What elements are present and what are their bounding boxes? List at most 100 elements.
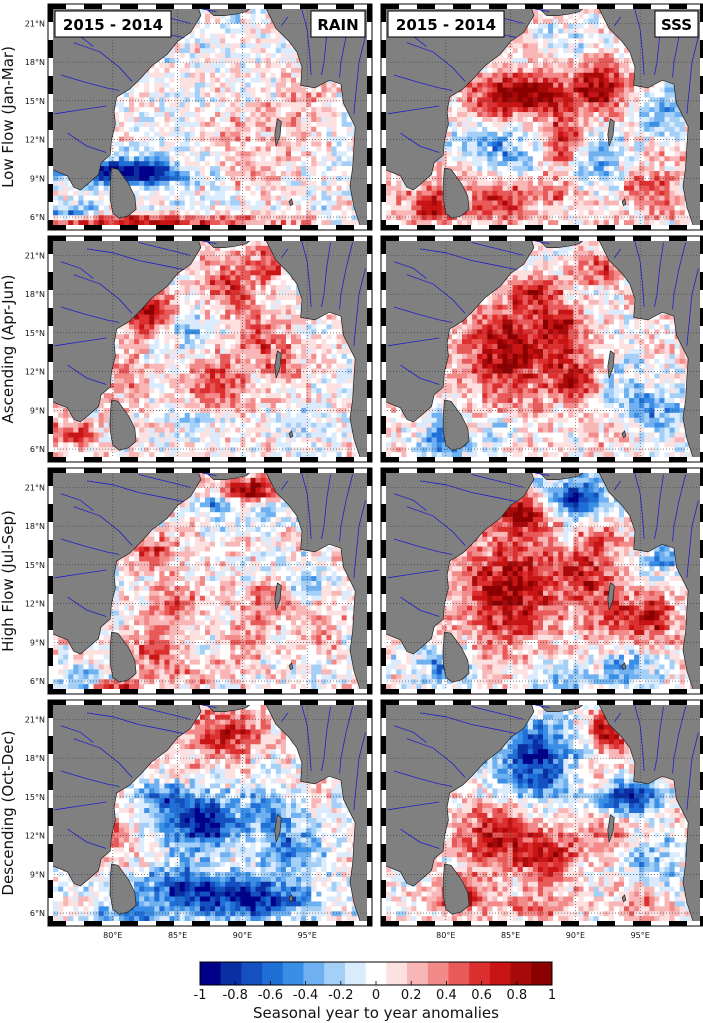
sri-lanka-landmass [109,863,137,915]
river-line [686,268,699,346]
myanmar-landmass [200,236,372,462]
river-line [280,248,289,259]
river-line [672,706,686,774]
map-frame [380,3,703,231]
river-line [339,242,353,310]
river-line [393,306,453,323]
colorbar-tick-label: -0.6 [258,988,283,1003]
river-line [400,828,440,849]
lat-tick-label: 6°N [30,909,45,918]
river-line [60,770,120,787]
colorbar-bin [344,962,367,985]
river-line [86,712,185,734]
lat-tick-label: 12°N [25,368,45,377]
map-panel-0-0: 21°N 18°N 15°N 12°N 9°N 6°N 2015 - 2014 RAIN [25,3,373,231]
river-line [300,469,312,540]
river-line [67,596,107,617]
river-line [393,725,427,743]
nicobar-islands [288,198,294,206]
river-line [73,42,133,82]
colorbar-tick-label: -0.2 [328,988,353,1003]
river-line [353,500,366,578]
lat-tick-label: 6°N [30,677,45,686]
river-line [633,237,645,308]
india-landmass [48,468,202,655]
myanmar-landmass [200,4,372,230]
river-line [73,506,133,546]
lat-tick-label: 12°N [25,832,45,841]
nicobar-islands [621,894,627,902]
colorbar-tick-label: -0.4 [293,988,318,1003]
river-line [613,712,622,723]
river-line [654,706,664,772]
lat-tick-label: 9°N [30,638,45,647]
lat-tick-label: 6°N [30,213,45,222]
lat-tick-label: 9°N [30,406,45,415]
india-landmass [48,236,202,423]
river-line [300,701,312,772]
river-line [321,474,331,540]
colorbar-bin [489,962,511,985]
river-line [471,706,524,720]
period-tag: 2015 - 2014 [54,10,172,38]
river-line [73,274,133,314]
india-landmass [48,4,202,191]
colorbar-tick-label: 0.2 [401,988,422,1003]
river-line [60,261,94,279]
colorbar-tick-label: 0.8 [506,988,527,1003]
lat-tick-label: 15°N [25,329,45,338]
river-line [54,569,107,579]
lon-tick-label: 85°E [168,931,187,940]
sri-lanka-landmass [109,631,137,683]
river-line [138,242,191,256]
river-line [339,706,353,774]
myanmar-landmass [200,700,372,926]
sri-lanka-landmass [109,399,137,451]
map-frame [380,235,703,463]
river-line [280,480,289,491]
lon-tick-label: 95°E [631,931,650,940]
lat-tick-label: 15°N [25,97,45,106]
river-line [54,801,107,811]
myanmar-landmass [533,468,703,694]
river-line [60,725,94,743]
period-tag-text: 2015 - 2014 [396,16,496,34]
lon-tick-label: 80°E [436,931,455,940]
map-panel-3-0: 21°N 18°N 15°N 12°N 9°N 6°N 80°E 85°E 90°E 95°E [25,699,373,940]
andaman-islands [274,350,282,379]
map-panel-3-1: 80°E 85°E 90°E 95°E [380,699,703,940]
myanmar-landmass [200,468,372,694]
river-line [654,474,664,540]
row-label: Low Flow (Jan-Mar) [0,46,17,188]
map-panel-2-0: 21°N 18°N 15°N 12°N 9°N 6°N [25,467,373,695]
colorbar-bin [324,962,346,985]
river-line [613,16,622,27]
river-line [54,105,107,115]
river-line [280,16,289,27]
river-line [138,474,191,488]
river-line [672,474,686,542]
colorbar-bin [427,962,449,985]
river-line [400,132,440,153]
colorbar-tick-label: -0.8 [223,988,248,1003]
river-line [406,42,466,82]
lat-tick-label: 15°N [25,561,45,570]
sri-lanka-landmass [442,399,470,451]
river-line [321,242,331,308]
period-tag: 2015 - 2014 [387,10,505,38]
india-landmass [381,4,535,191]
river-line [86,480,185,502]
nicobar-islands [621,662,627,670]
colorbar-bin [200,962,222,985]
lon-tick-label: 85°E [501,931,520,940]
lat-tick-label: 18°N [25,522,45,531]
lon-tick-label: 90°E [233,931,252,940]
myanmar-landmass [533,4,703,230]
colorbar-tick-label: 0 [372,988,380,1003]
colorbar-bin [303,962,325,985]
lat-tick-label: 21°N [25,715,45,724]
colorbar-bin [220,962,242,985]
colorbar-bin [282,962,304,985]
lat-tick-label: 18°N [25,754,45,763]
